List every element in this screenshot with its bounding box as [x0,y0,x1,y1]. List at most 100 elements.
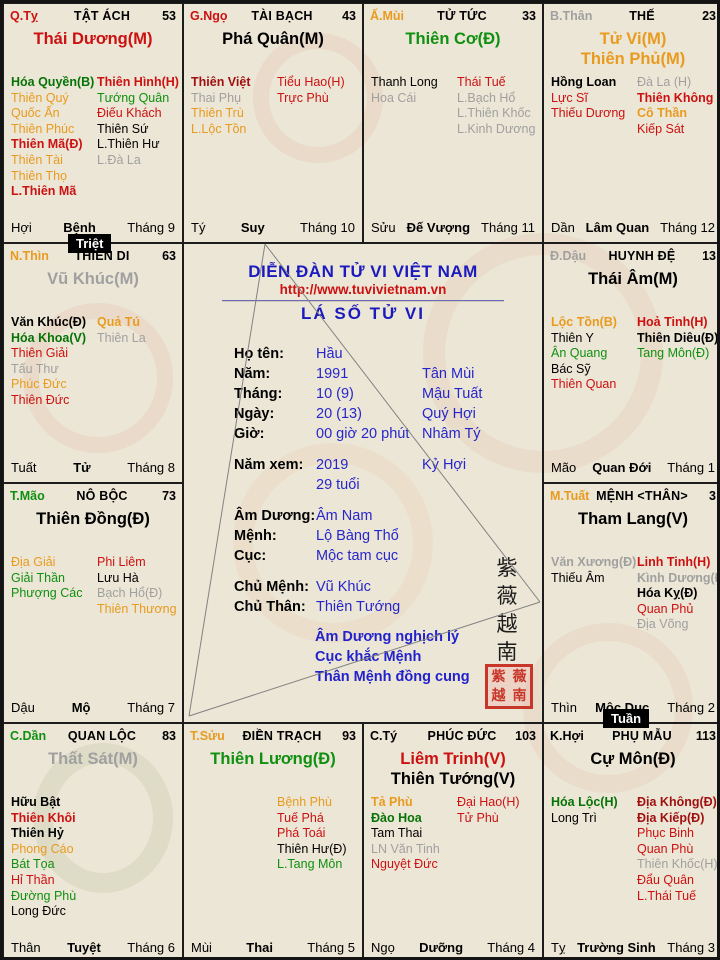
info-row: Chủ Mệnh: Vũ Khúc [184,579,542,599]
minor-stars-right: Tiểu Hao(H) Trực Phù [277,75,345,106]
month-label: Tháng 5 [307,940,355,955]
palace-age-number: 63 [162,249,176,263]
major-star: Thiên Cơ(Đ) [405,30,501,48]
minor-stars-right: Thiên Hình(H) Tướng Quân Điếu Khách Thiên S… [97,75,179,169]
info-value: 10 (9) [316,386,354,402]
minor-stars-right: Đà La (H) Thiên Không Cô Thần Kiếp Sát [637,75,713,137]
info-label: Chủ Thân: [234,599,306,615]
vertical-char: 南 [496,640,518,664]
minor-stars-right: Bệnh Phù Tuế Phá Phá Toái Thiên Hư(Đ) L.Tang… [277,795,347,873]
palace-name: PHÚC ĐỨC [427,729,497,743]
minor-star: Long Đức [11,904,66,919]
minor-star: Phượng Các [11,586,83,601]
minor-star: L.Đà La [97,152,141,167]
minor-star: Địa Không(Đ) [637,795,717,809]
palace-stem-branch-tag: Ấ.Mùi [370,9,405,23]
major-star: Liêm Trinh(V) [400,750,506,768]
minor-star: Thiên Hư(Đ) [277,841,347,856]
palace-cell: Ấ.Mùi TỬ TỨC 33 Thiên Cơ(Đ) Thanh Long Hoa Cá… [363,3,543,243]
palace-footer: Dần Lâm Quan Tháng 12 [551,220,715,235]
minor-star: Hoả Tinh(H) [637,315,708,329]
minor-star: Thiên Diêu(Đ) [637,330,719,345]
info-label: Năm: [234,366,271,382]
info-row: Âm Dương: Âm Nam [184,508,542,528]
minor-star: Đại Hao(H) [457,795,520,809]
vertical-char: 越 [496,612,518,636]
minor-star: L.Kinh Dương [457,121,536,136]
info-canchi-value: Quý Hợi [422,406,476,422]
major-star: Thiên Tướng(V) [390,770,516,788]
seal-char: 薇 [512,668,527,685]
major-star: Thái Dương(M) [33,30,153,48]
info-value: Mộc tam cục [316,548,399,564]
palace-header: T.Sửu ĐIỀN TRẠCH 93 [190,729,356,743]
minor-star: Thanh Long [371,75,438,89]
forum-url-link[interactable]: http://www.tuvivietnam.vn [279,282,447,297]
month-label: Tháng 3 [667,940,715,955]
minor-star: Thiên Y [551,330,594,345]
palace-age-number: 33 [522,9,536,23]
minor-star: Thiên Trù [191,106,244,121]
life-stage-label: Tuyệt [67,940,101,955]
palace-header: Đ.Dậu HUYNH ĐỆ 13 [550,249,716,263]
minor-stars-left: Văn Khúc(Đ) Hóa Khoa(V) Thiên Giải Tấu Thư P… [11,315,86,409]
minor-star: Địa Giải [11,555,56,569]
info-row: 29 tuổi [184,477,542,497]
month-label: Tháng 6 [127,940,175,955]
minor-star: Tử Phù [457,810,499,825]
earthly-branch-label: Tỵ [551,940,566,955]
minor-star: Thiên Tài [11,152,63,167]
minor-star: Bác Sỹ [551,361,591,376]
minor-star: Tả Phù [371,795,413,809]
life-stage-label: Dưỡng [419,940,464,955]
palace-stem-branch-tag: T.Sửu [190,729,225,743]
tuan-badge: Tuần [603,709,650,728]
major-stars: Thất Sát(M) [4,749,182,769]
palace-cell: Đ.Dậu HUYNH ĐỆ 13 Thái Âm(M) Lộc Tồn(B) Thiên… [543,243,719,483]
palace-age-number: 83 [162,729,176,743]
red-seal-stamp: 紫薇越南 [485,664,533,709]
major-star: Tử Vi(M) [599,30,667,48]
minor-stars-left: Hóa Lộc(H) Long Trì [551,795,618,826]
palace-age-number: 13 [702,249,716,263]
minor-star: Trực Phù [277,90,329,105]
center-panel: DIỄN ĐÀN TỬ VI VIỆT NAM http://www.tuviv… [183,243,543,723]
palace-name: ĐIỀN TRẠCH [242,729,322,743]
palace-age-number: 113 [695,729,716,743]
palace-header: Ấ.Mùi TỬ TỨC 33 [370,9,536,23]
minor-stars-left: Hóa Quyền(B) Thiên Quý Quốc Ấn Thiên Phúc Th… [11,75,94,200]
info-label: Ngày: [234,406,275,422]
minor-star: Thiếu Âm [551,570,605,585]
palace-stem-branch-tag: Q.Tỵ [10,9,38,23]
info-label: Cục: [234,548,267,564]
month-label: Tháng 1 [667,460,715,475]
palace-age-number: 23 [702,9,716,23]
major-star: Thái Âm(M) [588,270,678,288]
month-label: Tháng 11 [481,220,535,235]
minor-star: Phục Binh [637,826,694,841]
info-label: Giờ: [234,426,265,442]
minor-star: Hữu Bật [11,795,61,809]
palace-stem-branch-tag: C.Tý [370,729,398,743]
palace-cell: T.Sửu ĐIỀN TRẠCH 93 Thiên Lương(Đ) Bệnh Phù T… [183,723,363,957]
minor-star: Cô Thần [637,106,687,121]
palace-cell: K.Hợi PHỤ MẪU 113 Cự Môn(Đ) Hóa Lộc(H) Long T… [543,723,717,957]
palace-header: M.Tuất MỆNH <THÂN> 3 [550,489,716,503]
info-value: Thiên Tướng [316,599,401,615]
minor-star: Hóa Quyền(B) [11,75,95,89]
minor-stars-right: Thái Tuế L.Bạch Hổ L.Thiên Khốc L.Kinh Dươn… [457,75,535,137]
life-stage-label: Bệnh [63,220,96,235]
chart-title: LÁ SỐ TỬ VI [301,304,425,323]
seal-char: 紫 [491,668,506,685]
minor-star: L.Lộc Tồn [191,121,247,136]
minor-stars-left: Địa Giải Giải Thần Phượng Các [11,555,82,602]
destiny-note-line: Cục khắc Mệnh [315,649,422,665]
minor-star: Thiên Quý [11,90,69,105]
palace-cell: T.Mão NÔ BỘC 73 Thiên Đồng(Đ) Địa Giải Giải T… [3,483,183,723]
month-label: Tháng 2 [667,700,715,715]
palace-name: TÀI BẠCH [251,9,313,23]
palace-stem-branch-tag: G.Ngọ [190,9,228,23]
minor-star: L.Thái Tuế [637,888,697,903]
life-stage-label: Mộ [71,700,91,715]
